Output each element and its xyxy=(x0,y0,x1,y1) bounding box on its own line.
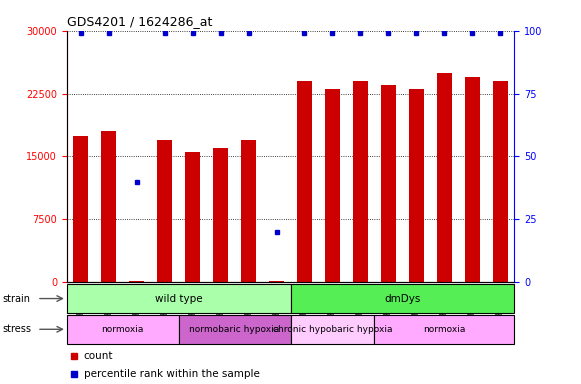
Bar xyxy=(493,81,508,282)
Bar xyxy=(101,131,116,282)
Bar xyxy=(241,140,256,282)
Text: GSM398837: GSM398837 xyxy=(244,282,253,337)
Bar xyxy=(179,315,290,344)
Text: normobaric hypoxia: normobaric hypoxia xyxy=(189,325,279,334)
Bar xyxy=(213,148,228,282)
Text: wild type: wild type xyxy=(155,293,202,304)
Text: GDS4201 / 1624286_at: GDS4201 / 1624286_at xyxy=(67,15,212,28)
Text: GSM398834: GSM398834 xyxy=(496,282,505,337)
Text: normoxia: normoxia xyxy=(423,325,465,334)
Bar xyxy=(374,315,514,344)
Bar xyxy=(67,315,179,344)
Text: dmDys: dmDys xyxy=(384,293,421,304)
Text: GSM398840: GSM398840 xyxy=(104,282,113,337)
Text: GSM398841: GSM398841 xyxy=(132,282,141,337)
Text: percentile rank within the sample: percentile rank within the sample xyxy=(84,369,260,379)
Text: normoxia: normoxia xyxy=(102,325,144,334)
Text: GSM398836: GSM398836 xyxy=(216,282,225,337)
Bar xyxy=(269,281,284,282)
Bar xyxy=(290,284,514,313)
Bar xyxy=(381,85,396,282)
Text: GSM398827: GSM398827 xyxy=(300,282,309,337)
Bar xyxy=(465,77,480,282)
Bar xyxy=(290,315,374,344)
Bar xyxy=(353,81,368,282)
Text: strain: strain xyxy=(3,293,31,304)
Text: GSM398829: GSM398829 xyxy=(356,282,365,337)
Text: count: count xyxy=(84,351,113,361)
Text: GSM398831: GSM398831 xyxy=(412,282,421,337)
Bar xyxy=(297,81,312,282)
Bar xyxy=(325,89,340,282)
Bar xyxy=(408,89,424,282)
Text: GSM398833: GSM398833 xyxy=(468,282,477,337)
Bar xyxy=(157,140,173,282)
Text: GSM398838: GSM398838 xyxy=(272,282,281,337)
Text: chronic hypobaric hypoxia: chronic hypobaric hypoxia xyxy=(272,325,392,334)
Bar xyxy=(129,281,145,282)
Bar xyxy=(185,152,200,282)
Text: GSM398839: GSM398839 xyxy=(76,282,85,337)
Text: stress: stress xyxy=(3,324,32,334)
Text: GSM398828: GSM398828 xyxy=(328,282,337,337)
Text: GSM398835: GSM398835 xyxy=(188,282,197,337)
Bar xyxy=(436,73,452,282)
Bar xyxy=(67,284,290,313)
Text: GSM398830: GSM398830 xyxy=(384,282,393,337)
Text: GSM398842: GSM398842 xyxy=(160,282,169,337)
Text: GSM398832: GSM398832 xyxy=(440,282,449,337)
Bar xyxy=(73,136,88,282)
